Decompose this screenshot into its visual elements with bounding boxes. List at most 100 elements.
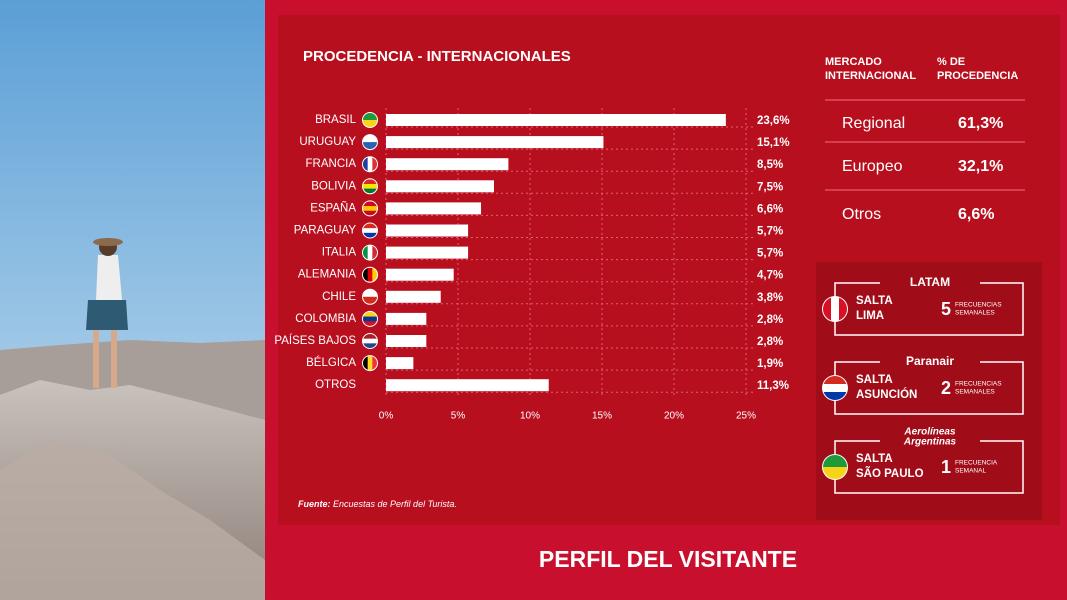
frequency-label: SEMANALES [955, 389, 995, 396]
x-tick-label: 0% [379, 411, 394, 422]
table-cell: 32,1% [958, 158, 1003, 175]
bar [386, 202, 482, 215]
flight-destination: SÃO PAULO [856, 467, 924, 480]
flag-icon [362, 200, 378, 217]
flight-frequency: 5 [941, 299, 951, 319]
table-header: INTERNACIONAL [825, 70, 916, 82]
flag-icon [362, 310, 378, 327]
bar [386, 290, 441, 303]
flag-stripe [363, 245, 369, 260]
y-tick-label: COLOMBIA [295, 313, 356, 325]
value-label: 7,5% [757, 181, 783, 193]
logo-gap [880, 275, 980, 289]
flag-stripe [823, 392, 847, 400]
flag-stripe [372, 356, 377, 371]
flight-origin: SALTA [856, 295, 893, 307]
value-label: 6,6% [757, 203, 783, 215]
y-tick-label: OTROS [315, 379, 356, 391]
source-text: Encuestas de Perfil del Turista. [333, 499, 457, 509]
flag-stripe [363, 223, 377, 229]
photo [0, 0, 265, 600]
flag-stripe [839, 297, 847, 321]
x-tick-label: 20% [664, 411, 684, 422]
flag-icon [822, 454, 848, 480]
value-label: 3,8% [757, 292, 783, 304]
source: Fuente: Encuestas de Perfil del Turista. [298, 499, 457, 509]
flag-stripe [363, 188, 377, 194]
flag-stripe [823, 467, 847, 479]
value-label: 15,1% [757, 137, 790, 149]
flag-stripe [363, 334, 377, 340]
bar [386, 224, 469, 237]
source-label: Fuente: [298, 499, 331, 509]
flag-stripe [372, 245, 377, 260]
airline-logo: Argentinas [903, 437, 957, 448]
flag-icon [362, 333, 378, 349]
table-cell: 6,6% [958, 206, 994, 223]
y-tick-label: BOLIVIA [311, 180, 356, 192]
bar [386, 114, 726, 126]
flag-icon [362, 288, 378, 305]
bar [386, 335, 427, 347]
frequency-label: FRECUENCIAS [955, 302, 1002, 309]
flag-stripe [363, 201, 377, 207]
table-cell: Regional [842, 115, 905, 132]
y-tick-label: ESPAÑA [310, 201, 356, 214]
flag-icon [362, 178, 378, 195]
table-header: PROCEDENCIA [937, 70, 1018, 82]
value-label: 4,7% [757, 270, 783, 282]
flag-icon [822, 296, 848, 322]
value-label: 1,9% [757, 358, 783, 370]
logo-gap [880, 354, 980, 368]
flight-destination: LIMA [856, 310, 884, 322]
y-tick-label: CHILE [322, 291, 356, 303]
bar [386, 312, 427, 325]
bar [386, 136, 604, 149]
table-cell: Otros [842, 206, 881, 223]
bar [386, 379, 549, 392]
flag-stripe [363, 343, 377, 348]
frequency-label: SEMANAL [955, 468, 986, 475]
flag-stripe [831, 297, 840, 321]
bar [386, 158, 509, 171]
flag-stripe [363, 356, 369, 371]
flag-stripe [363, 321, 377, 326]
table-header: % DE [937, 56, 965, 68]
airline-logo: LATAM [910, 275, 950, 289]
flag-stripe [363, 135, 377, 143]
bar [386, 357, 414, 370]
y-tick-label: BRASIL [315, 114, 357, 126]
y-tick-label: ITALIA [322, 247, 357, 259]
value-label: 5,7% [757, 248, 783, 260]
flag-stripe [363, 210, 377, 216]
bar [386, 180, 494, 193]
flag-stripe [363, 142, 377, 150]
flag-stripe [363, 296, 377, 304]
flag-stripe [367, 157, 373, 172]
flag-stripe [363, 338, 377, 344]
frequency-label: FRECUENCIA [955, 460, 998, 467]
flag-icon [362, 156, 378, 173]
flag-icon [362, 244, 378, 261]
flag-icon [822, 375, 848, 401]
flag-stripe [363, 316, 377, 322]
logo-gap [880, 424, 980, 447]
x-tick-label: 5% [451, 411, 466, 422]
flag-stripe [367, 356, 373, 371]
airline-logo: Paranair [906, 354, 954, 368]
flag-stripe [363, 113, 377, 121]
y-tick-label: PAÍSES BAJOS [274, 334, 356, 347]
y-tick-label: BÉLGICA [306, 356, 356, 369]
flight-frequency: 2 [941, 378, 951, 398]
value-label: 5,7% [757, 226, 783, 238]
flag-icon [362, 112, 378, 128]
frequency-label: FRECUENCIAS [955, 381, 1002, 388]
table-header: MERCADO [825, 56, 882, 68]
value-label: 2,8% [757, 314, 783, 326]
flag-stripe [363, 267, 369, 282]
flight-origin: SALTA [856, 453, 893, 465]
bar [386, 246, 469, 259]
y-tick-label: ALEMANIA [298, 269, 356, 281]
flag-stripe [363, 232, 377, 238]
